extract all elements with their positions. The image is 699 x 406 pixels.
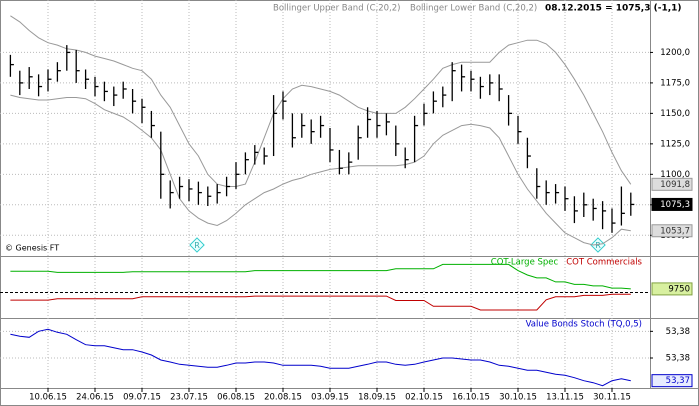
copyright: © Genesis FT bbox=[5, 244, 59, 253]
last-value-box bbox=[651, 282, 693, 296]
x-tick-label: 03.09.15 bbox=[311, 393, 349, 403]
series-line bbox=[10, 94, 631, 246]
last-value-label: 9750 bbox=[668, 284, 690, 294]
y-tick-label: 1200,0 bbox=[660, 48, 690, 58]
x-tick-label: 09.07.15 bbox=[123, 393, 161, 403]
y-tick-label: 1150,0 bbox=[660, 109, 690, 119]
x-tick-label: 16.10.15 bbox=[452, 393, 490, 403]
x-tick-label: 30.11.15 bbox=[593, 393, 631, 403]
series-line bbox=[10, 15, 632, 187]
y-tick-label: 1100,0 bbox=[660, 170, 690, 180]
last-value-label: 1075,3 bbox=[660, 200, 690, 210]
legend-label: COT Commercials bbox=[566, 258, 642, 268]
r-icon: R bbox=[590, 237, 606, 253]
legend-label: Bollinger Lower Band (C,20,2) bbox=[410, 4, 537, 14]
last-value-label: 1091,8 bbox=[660, 180, 690, 190]
x-tick-label: 02.10.15 bbox=[405, 393, 443, 403]
status-text: 08.12.2015 = 1075,3 (-1,1) bbox=[545, 4, 682, 14]
x-tick-label: 06.08.15 bbox=[217, 393, 255, 403]
r-icon: R bbox=[189, 237, 205, 253]
x-tick-label: 23.07.15 bbox=[170, 393, 208, 403]
last-value-box bbox=[651, 224, 693, 238]
x-tick-label: 30.10.15 bbox=[499, 393, 537, 403]
last-value-box bbox=[651, 374, 693, 388]
x-tick-label: 18.09.15 bbox=[358, 393, 396, 403]
svg-text:R: R bbox=[194, 241, 200, 250]
last-value-box bbox=[651, 177, 693, 191]
legend-label: Bollinger Upper Band (C,20,2) bbox=[273, 4, 400, 14]
x-tick-label: 10.06.15 bbox=[29, 393, 67, 403]
y-tick-label: 53,38 bbox=[666, 354, 690, 364]
y-tick-label: 53,38 bbox=[666, 327, 690, 337]
svg-text:R: R bbox=[595, 241, 601, 250]
series-line bbox=[10, 328, 631, 387]
last-value-box bbox=[651, 197, 693, 211]
series-line bbox=[10, 263, 631, 290]
x-tick-label: 20.08.15 bbox=[264, 393, 302, 403]
series-line bbox=[10, 293, 631, 311]
last-value-label: 53,37 bbox=[666, 376, 690, 386]
y-tick-label: 1175,0 bbox=[660, 78, 690, 88]
legend-label: COT-Large Spec bbox=[491, 258, 559, 268]
last-value-label: 1053,7 bbox=[660, 226, 690, 236]
y-tick-label: 1125,0 bbox=[660, 139, 690, 149]
x-tick-label: 13.11.15 bbox=[546, 393, 584, 403]
x-tick-label: 24.06.15 bbox=[76, 393, 114, 403]
legend-label: Value Bonds Stoch (TQ,0,5) bbox=[526, 320, 642, 330]
